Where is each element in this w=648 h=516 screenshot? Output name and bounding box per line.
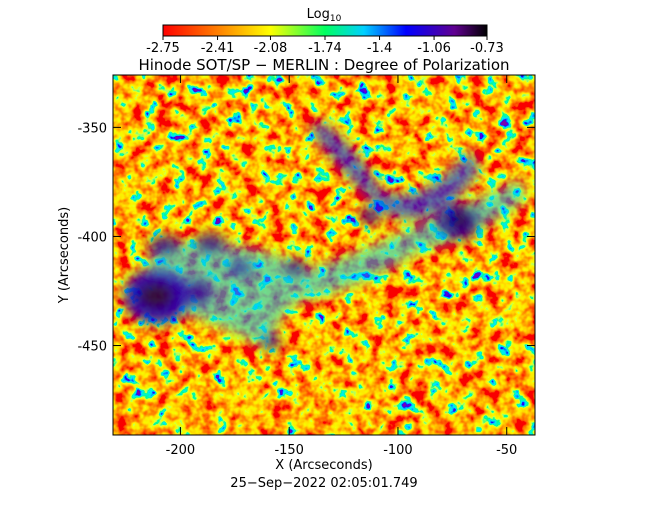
colorbar-tick-label: -2.75 <box>146 41 180 56</box>
plot-frame <box>112 74 536 436</box>
colorbar-tick-label: -2.08 <box>254 41 288 56</box>
colorbar-tick-label: -0.73 <box>470 41 504 56</box>
colorbar-label-sub: 10 <box>330 14 342 24</box>
chart-title: Hinode SOT/SP − MERLIN : Degree of Polar… <box>138 56 509 74</box>
polarization-image <box>113 75 535 435</box>
colorbar-tick-label: -1.06 <box>417 41 451 56</box>
colorbar-tick-label: -1.74 <box>308 41 342 56</box>
date-label: 25−Sep−2022 02:05:01.749 <box>230 476 417 491</box>
y-tick-label: -350 <box>77 121 107 136</box>
x-tick-label: -100 <box>383 443 413 458</box>
x-tick-label: -150 <box>274 443 304 458</box>
colorbar-label-text: Log <box>307 7 330 22</box>
x-axis-label: X (Arcseconds) <box>275 458 372 473</box>
x-tick-label: -200 <box>166 443 196 458</box>
y-axis-label: Y (Arcseconds) <box>57 207 72 304</box>
y-tick-label: -400 <box>77 230 107 245</box>
colorbar-tick-label: -2.41 <box>201 41 235 56</box>
x-tick-label: -50 <box>496 443 517 458</box>
y-tick-label: -450 <box>77 340 107 355</box>
colorbar-tick-label: -1.4 <box>367 41 392 56</box>
colorbar-label: Log10 <box>307 7 342 24</box>
colorbar <box>162 24 488 37</box>
